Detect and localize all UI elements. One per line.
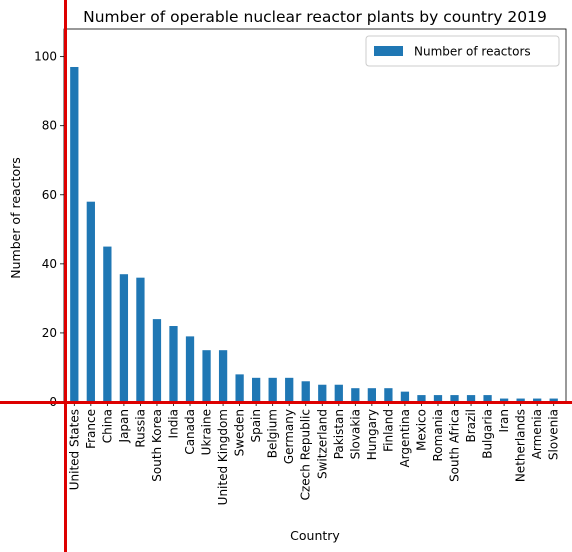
- bars-group: [70, 66, 558, 403]
- x-tick-label: India: [166, 409, 180, 438]
- bar-netherlands: [516, 398, 525, 402]
- bar-iran: [499, 398, 509, 402]
- bar-hungary: [367, 388, 376, 402]
- x-tick-label: Netherlands: [514, 409, 528, 482]
- y-tick-label: 40: [42, 257, 57, 271]
- bar-finland: [384, 388, 393, 402]
- legend-entry: Number of reactors: [414, 45, 531, 59]
- x-tick-label: Belgium: [266, 409, 280, 458]
- y-tick-label: 20: [42, 326, 57, 340]
- bar-south-korea: [152, 319, 162, 402]
- x-tick-label: Bulgaria: [481, 409, 495, 459]
- bar-india: [169, 326, 178, 402]
- x-tick-label: South Korea: [150, 409, 164, 482]
- bar-china: [103, 246, 112, 402]
- x-tick-label: Brazil: [464, 409, 478, 443]
- bar-pakistan: [334, 384, 343, 402]
- bar-sweden: [235, 374, 244, 402]
- x-tick-label: Hungary: [365, 409, 379, 460]
- bar-brazil: [466, 395, 476, 402]
- x-tick-label: Ukraine: [200, 409, 214, 455]
- bar-russia: [136, 277, 145, 402]
- legend-frame: [365, 35, 560, 67]
- y-tick-label: 60: [42, 188, 57, 202]
- y-axis-ticks: 020406080100: [34, 50, 64, 409]
- bar-slovenia: [549, 398, 558, 402]
- x-tick-label: United States: [67, 409, 81, 490]
- bar-canada: [185, 336, 195, 402]
- bar-united-kingdom: [218, 350, 228, 402]
- bar-switzerland: [318, 384, 327, 402]
- bar-romania: [433, 395, 443, 402]
- x-tick-label: Argentina: [398, 409, 412, 468]
- x-tick-label: Canada: [183, 409, 197, 455]
- x-tick-label: Romania: [431, 409, 445, 461]
- x-tick-label: South Africa: [448, 409, 462, 482]
- bar-mexico: [417, 395, 426, 402]
- x-tick-label: Pakistan: [332, 409, 346, 459]
- x-tick-label: Finland: [381, 409, 395, 452]
- x-tick-label: Iran: [497, 409, 511, 432]
- chart-title: Number of operable nuclear reactor plant…: [83, 8, 547, 26]
- x-tick-label: Japan: [117, 409, 131, 443]
- x-tick-label: Sweden: [233, 409, 247, 456]
- x-tick-label: Russia: [133, 409, 147, 448]
- bar-united-states: [70, 66, 79, 403]
- x-tick-label: Armenia: [530, 409, 544, 459]
- x-tick-label: Switzerland: [315, 409, 329, 479]
- y-axis-label: Number of reactors: [8, 157, 23, 279]
- bar-czech-republic: [301, 381, 310, 402]
- bar-south-africa: [450, 395, 459, 402]
- legend: Number of reactors: [365, 35, 560, 67]
- bar-belgium: [268, 377, 277, 402]
- x-tick-label: United Kingdom: [216, 409, 230, 505]
- bar-ukraine: [202, 350, 211, 402]
- bar-spain: [252, 377, 261, 402]
- x-tick-label: Slovakia: [348, 409, 362, 459]
- bar-bulgaria: [483, 395, 492, 402]
- bar-slovakia: [351, 388, 360, 402]
- x-axis-ticks: United States France China Japan Russia South…: [67, 402, 561, 505]
- bar-france: [86, 201, 95, 402]
- x-tick-label: Germany: [282, 409, 296, 464]
- x-tick-label: China: [100, 409, 114, 443]
- x-axis-label: Country: [290, 528, 340, 543]
- x-tick-label: Mexico: [414, 409, 428, 451]
- x-tick-label: Czech Republic: [299, 409, 313, 500]
- bar-argentina: [400, 391, 410, 402]
- x-tick-label: Slovenia: [547, 409, 561, 460]
- bar-japan: [119, 274, 129, 402]
- legend-swatch: [374, 46, 403, 56]
- bar-germany: [285, 377, 294, 402]
- x-tick-label: France: [84, 409, 98, 449]
- y-tick-label: 80: [42, 119, 57, 133]
- bar-armenia: [533, 398, 542, 402]
- y-tick-label: 100: [34, 50, 57, 64]
- x-tick-label: Spain: [249, 409, 263, 443]
